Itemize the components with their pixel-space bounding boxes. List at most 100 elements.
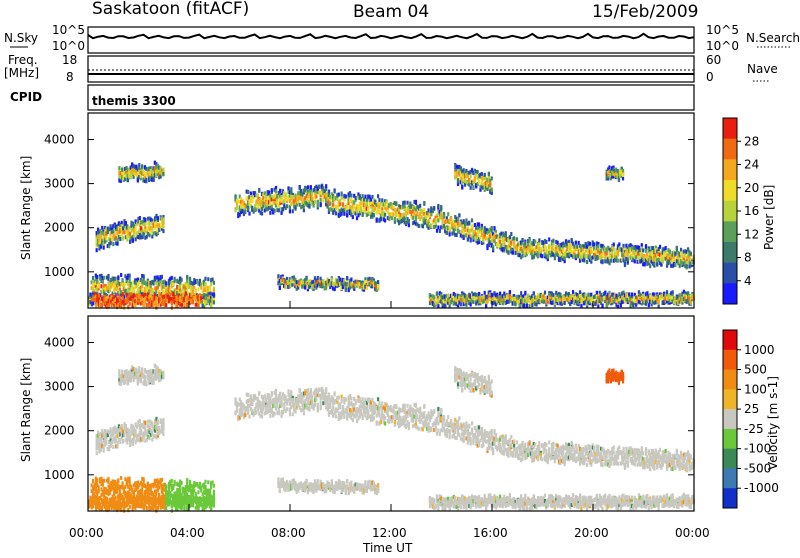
nsky-panel: N.Sky 10^5 10^0 10^5 10^0 N.Search (4, 23, 800, 53)
power-cell (534, 240, 536, 244)
power-cell (554, 256, 556, 260)
power-cell (248, 212, 250, 216)
power-cell (571, 238, 573, 242)
power-cell (157, 216, 159, 220)
nsky-label: N.Sky (4, 31, 38, 45)
power-cell (679, 293, 681, 297)
power-cell (384, 213, 386, 217)
power-cell (373, 213, 375, 217)
cpid-value: themis 3300 (92, 94, 176, 108)
power-cell (552, 239, 554, 243)
power-cell (572, 290, 574, 294)
power-cell (540, 250, 542, 254)
power-cell (317, 276, 319, 280)
power-cell (204, 277, 206, 281)
power-cell (378, 198, 380, 202)
power-cell (362, 212, 364, 216)
power-cell (533, 255, 535, 259)
power-cell (544, 291, 546, 295)
power-cell (423, 208, 425, 212)
power-cell (171, 276, 173, 280)
power-cell (649, 294, 651, 298)
power-cell (457, 217, 459, 221)
power-cell (433, 295, 435, 299)
power-cell (541, 254, 543, 258)
power-cell (197, 287, 199, 291)
power-cell (123, 230, 125, 234)
power-cell (600, 249, 602, 253)
power-cell (471, 218, 473, 222)
nsearch-label: N.Search (746, 31, 800, 45)
power-cell (92, 276, 94, 280)
power-cell (335, 211, 337, 215)
power-cell (576, 245, 578, 249)
power-cell (642, 248, 644, 252)
power-cell (279, 189, 281, 193)
nsky-tick-high: 10^5 (52, 23, 85, 37)
power-cell (377, 194, 379, 198)
power-cell (521, 238, 523, 242)
power-cell (624, 262, 626, 266)
power-cell (193, 285, 195, 289)
power-cell (300, 189, 302, 193)
power-cell (116, 242, 118, 246)
nsky-right-tick-high: 10^5 (706, 23, 739, 37)
power-cell (204, 282, 206, 286)
power-cell (586, 260, 588, 264)
power-cell (597, 244, 599, 248)
power-cell (366, 286, 368, 290)
power-cell (423, 201, 425, 205)
freq-tick-high: 18 (62, 53, 77, 67)
power-cell (510, 240, 512, 244)
power-cell (210, 303, 212, 307)
power-cell (195, 290, 197, 294)
power-cell (526, 304, 528, 308)
freq-units-label: [MHz] (4, 66, 39, 80)
power-cell (377, 280, 379, 284)
power-cell (548, 244, 550, 248)
power-cell (141, 288, 143, 292)
power-cell (320, 198, 322, 202)
power-cell (665, 246, 667, 250)
power-cell (294, 207, 296, 211)
power-cell (493, 226, 495, 230)
power-cell (132, 239, 134, 243)
power-cell (447, 212, 449, 216)
power-cell (119, 237, 121, 241)
power-cell (412, 216, 414, 220)
power-cell (209, 286, 211, 290)
power-cell (320, 203, 322, 207)
power-cell (376, 218, 378, 222)
power-cell (656, 263, 658, 267)
power-cell (524, 291, 526, 295)
cpid-label: CPID (10, 90, 42, 104)
power-cell (328, 190, 330, 194)
power-cell (622, 173, 624, 177)
power-cell (686, 264, 688, 268)
power-cell (271, 205, 273, 209)
power-cell (449, 226, 451, 230)
power-cell (101, 303, 103, 307)
power-cell (499, 240, 501, 244)
power-cell (165, 303, 167, 307)
power-cell (128, 274, 130, 278)
power-cell (278, 208, 280, 212)
power-cell (613, 247, 615, 251)
power-cell (332, 203, 334, 207)
power-cell (173, 279, 175, 283)
power-cell (601, 253, 603, 257)
power-cell (545, 246, 547, 250)
power-cell (273, 209, 275, 213)
power-cell (200, 286, 202, 290)
power-cell (464, 228, 466, 232)
power-cell (286, 204, 288, 208)
power-cell (596, 291, 598, 295)
power-cell (427, 208, 429, 212)
power-cell (418, 224, 420, 228)
power-cell (419, 204, 421, 208)
power-cell (280, 195, 282, 199)
power-cell (92, 301, 94, 305)
power-cell (103, 276, 105, 280)
power-cell (318, 185, 320, 189)
power-cell (394, 217, 396, 221)
